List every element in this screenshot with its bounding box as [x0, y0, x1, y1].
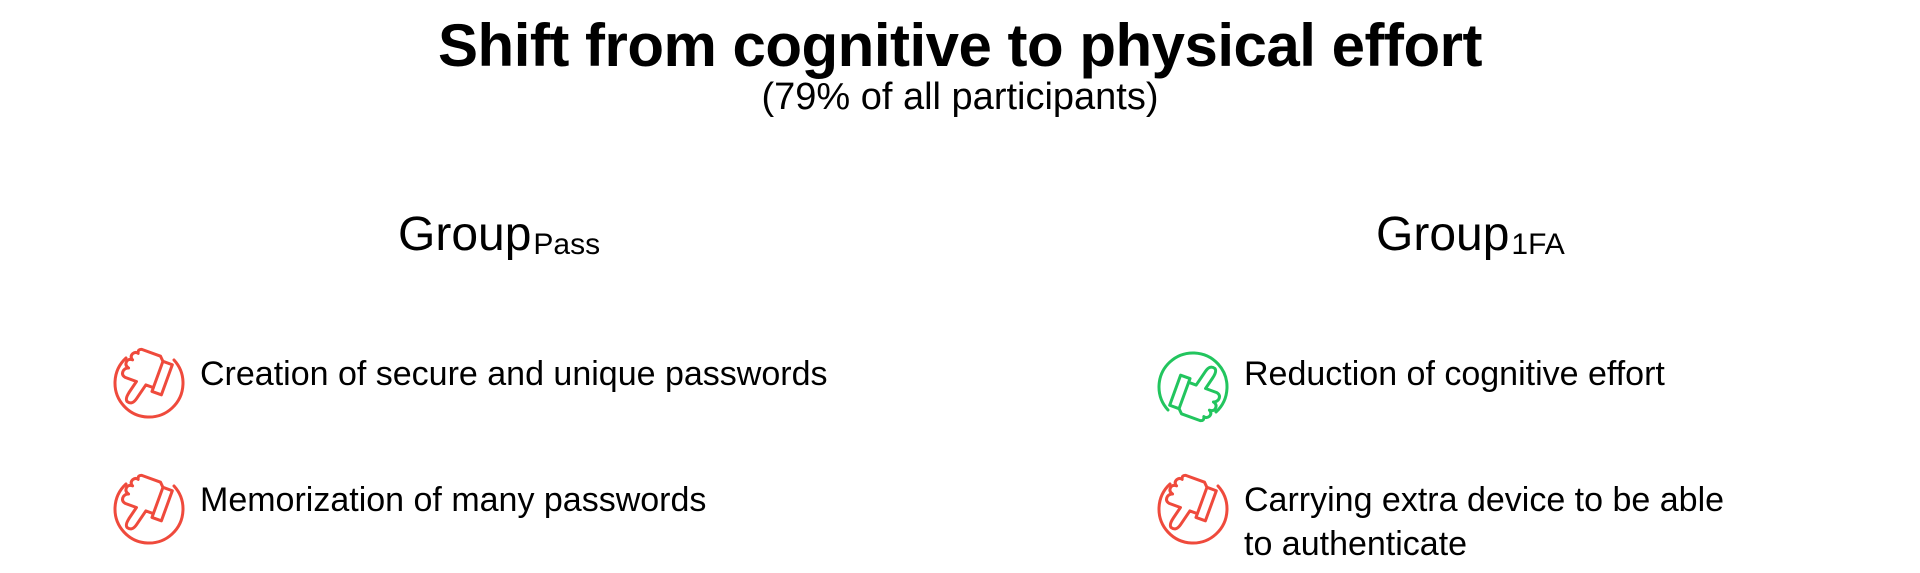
- slide-title: Shift from cognitive to physical effort: [438, 12, 1482, 79]
- thumbs-up-icon: [1157, 351, 1229, 423]
- thumbs-down-icon: [113, 473, 185, 545]
- item-text-line: Carrying extra device to be able: [1244, 481, 1725, 519]
- item-text: Memorization of many passwords: [200, 481, 707, 519]
- list-item: Creation of secure and unique passwords: [104, 347, 828, 430]
- list-item: Memorization of many passwords: [104, 473, 707, 556]
- slide-subtitle: (79% of all participants): [761, 76, 1159, 118]
- list-item: Reduction of cognitive effort: [1148, 351, 1665, 430]
- group-1fa-subscript: 1FA: [1511, 228, 1565, 261]
- item-text-line: to authenticate: [1244, 525, 1468, 563]
- list-item: Carrying extra device to be able to auth…: [1148, 473, 1724, 566]
- group-pass-label: Group: [398, 208, 532, 261]
- item-text: Creation of secure and unique passwords: [200, 355, 828, 393]
- group-pass-heading: GroupPass: [398, 206, 600, 270]
- thumbs-down-icon: [1157, 473, 1229, 545]
- thumbs-down-icon: [113, 347, 185, 419]
- group-pass-subscript: Pass: [533, 228, 601, 261]
- group-1fa-heading: Group1FA: [1376, 206, 1565, 270]
- item-text: Reduction of cognitive effort: [1244, 355, 1665, 393]
- item-text: Carrying extra device to be able to auth…: [1244, 478, 1724, 566]
- group-1fa-label: Group: [1376, 208, 1510, 261]
